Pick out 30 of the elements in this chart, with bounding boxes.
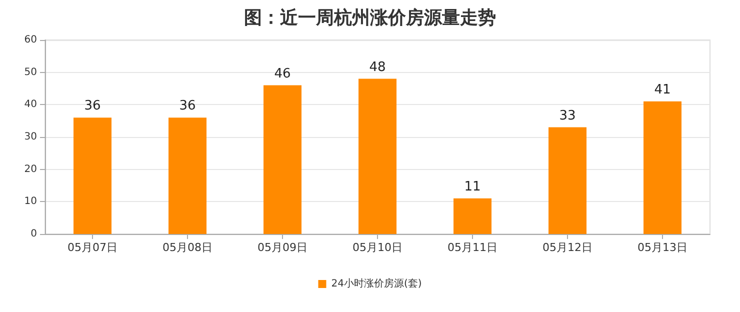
x-tick-label: 05月07日 bbox=[68, 241, 118, 254]
chart-title: 图：近一周杭州涨价房源量走势 bbox=[244, 8, 496, 28]
bar bbox=[358, 78, 396, 234]
y-tick-label: 40 bbox=[24, 99, 37, 110]
data-label: 41 bbox=[654, 82, 671, 98]
data-label: 11 bbox=[464, 179, 481, 194]
x-tick-label: 05月10日 bbox=[352, 241, 402, 254]
x-tick-label: 05月09日 bbox=[258, 241, 308, 254]
data-label: 33 bbox=[559, 108, 576, 124]
y-tick-label: 10 bbox=[24, 196, 37, 208]
x-tick-label: 05月08日 bbox=[162, 241, 212, 254]
bar bbox=[548, 127, 586, 234]
data-label: 46 bbox=[274, 66, 291, 82]
y-tick-label: 60 bbox=[24, 34, 37, 46]
bar bbox=[644, 101, 682, 234]
legend-label: 24小时涨价房源(套) bbox=[331, 278, 422, 290]
data-label: 36 bbox=[179, 98, 196, 114]
bar bbox=[264, 85, 302, 234]
bar bbox=[74, 118, 112, 234]
x-tick-label: 05月13日 bbox=[638, 241, 688, 254]
y-tick-label: 50 bbox=[24, 66, 37, 78]
data-label: 36 bbox=[84, 98, 101, 114]
x-tick-label: 05月11日 bbox=[448, 241, 498, 254]
data-label: 48 bbox=[369, 60, 386, 75]
bar bbox=[454, 198, 492, 234]
y-tick-label: 20 bbox=[24, 164, 37, 175]
bar bbox=[168, 118, 206, 234]
y-tick-label: 30 bbox=[24, 132, 37, 142]
y-tick-label: 0 bbox=[30, 228, 37, 240]
x-tick-label: 05月12日 bbox=[542, 241, 592, 254]
